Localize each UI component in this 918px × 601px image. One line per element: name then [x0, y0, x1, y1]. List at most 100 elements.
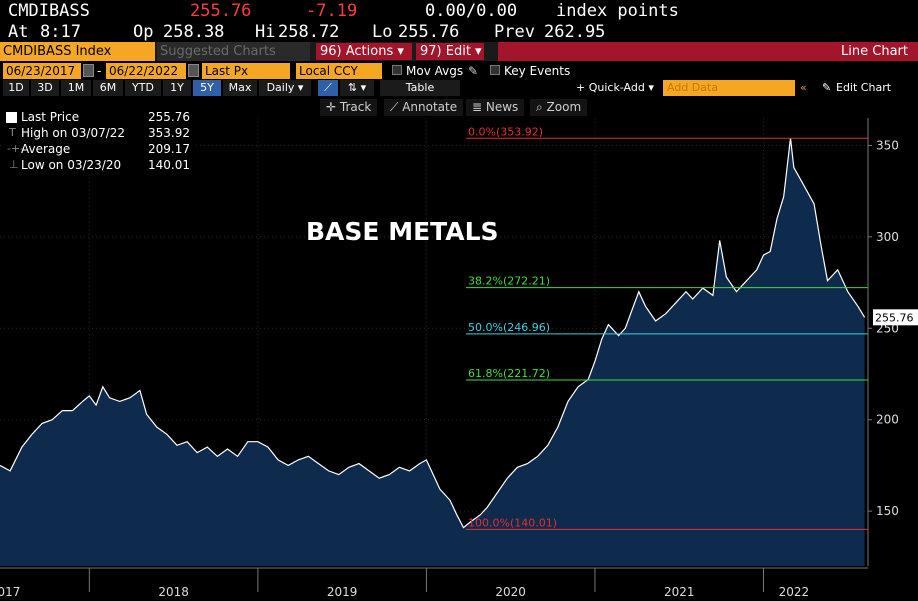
fib-label: 38.2%(272.21) [468, 275, 550, 288]
legend[interactable]: Last Price 255.76 T High on 03/07/22 353… [3, 109, 193, 177]
chart-type-label: Line Chart [498, 42, 918, 61]
annotate-button[interactable]: ⟋ Annotate [384, 99, 464, 116]
low-label: Lo [372, 22, 393, 42]
edit-chart-button[interactable]: Edit Chart [836, 81, 892, 94]
prev-value: 262.95 [544, 22, 606, 42]
quote-row-1: CMDIBASS 255.76 -7.19 0.00/0.00 index po… [0, 0, 918, 22]
title-bar: CMDIBASS Index Suggested Charts 96) Acti… [0, 42, 918, 61]
legend-low-label: Low on 03/23/20 [21, 158, 122, 172]
field-select[interactable]: Last Px [202, 63, 290, 79]
key-events-checkbox[interactable] [490, 65, 500, 75]
period-5y[interactable]: 5Y [193, 80, 221, 96]
period-1m[interactable]: 1M [61, 80, 91, 96]
period-1y[interactable]: 1Y [163, 80, 191, 96]
actions-menu[interactable]: 96) Actions ▾ [316, 43, 412, 60]
track-button[interactable]: ✛ Track [320, 99, 378, 116]
y-tick-label: 150 [876, 504, 899, 518]
fib-label: 50.0%(246.96) [468, 321, 550, 334]
x-tick-label: 2018 [158, 585, 189, 599]
legend-last-price-label: Last Price [21, 110, 80, 124]
chart-style-select[interactable]: ⇅ ▾ [340, 80, 374, 96]
last-value-label: 255.76 [875, 311, 914, 324]
y-tick-label: 350 [876, 138, 899, 152]
price-chart[interactable]: 0.0%(353.92) 38.2%(272.21) 50.0%(246.96) 61… [0, 118, 918, 601]
suggested-charts-button[interactable]: Suggested Charts [157, 42, 310, 61]
prev-label: Prev [494, 22, 535, 42]
add-data-input[interactable]: Add Data [663, 80, 795, 96]
zoom-label: Zoom [546, 100, 582, 114]
x-axis: 2017 2018 2019 2020 2021 2022 [0, 567, 918, 601]
currency-select[interactable]: Local CCY [296, 63, 382, 79]
period-6m[interactable]: 6M [93, 80, 123, 96]
news-icon: ≣ [472, 100, 486, 114]
x-tick-label: 2021 [664, 585, 695, 599]
legend-average-value: 209.17 [148, 142, 190, 156]
open-value: 258.38 [163, 22, 225, 42]
legend-high-value: 353.92 [148, 126, 190, 140]
at-label: At [8, 22, 29, 42]
pencil-icon[interactable]: ✎ [468, 64, 479, 78]
edit-chart-pencil-icon[interactable]: ✎ [822, 81, 832, 94]
period-ytd[interactable]: YTD [125, 80, 161, 96]
key-events-label: Key Events [504, 64, 571, 78]
last-price-swatch [6, 112, 17, 123]
collapse-icon[interactable]: « [800, 81, 807, 94]
low-marker-icon: ⊥ [9, 158, 19, 171]
zoom-button[interactable]: ⌕ Zoom [530, 99, 588, 116]
high-value: 258.72 [278, 22, 340, 42]
edit-menu[interactable]: 97) Edit ▾ [416, 43, 484, 60]
calendar-icon[interactable] [188, 64, 199, 77]
security-field[interactable]: CMDIBASS Index [0, 42, 155, 61]
start-date-input[interactable]: 06/23/2017 [3, 63, 81, 79]
legend-low-value: 140.01 [148, 158, 190, 172]
at-value: 8:17 [40, 22, 81, 42]
fib-label: 61.8%(221.72) [468, 367, 550, 380]
quote-row-2: At 8:17 Op 258.38 Hi 258.72 Lo 255.76 Pr… [0, 21, 918, 43]
news-label: News [485, 100, 519, 114]
chart-title: BASE METALS [306, 217, 499, 246]
high-marker-icon: T [9, 126, 16, 139]
y-tick-label: 300 [876, 230, 899, 244]
period-row: 1D 3D 1M 6M YTD 1Y 5Y Max Daily ▾ ⟋ ⇅ ▾ … [0, 79, 918, 97]
fib-label: 0.0%(353.92) [468, 125, 543, 138]
period-1d[interactable]: 1D [3, 80, 29, 96]
fib-label: 100.0%(140.01) [468, 516, 557, 529]
price-line [0, 138, 866, 529]
high-label: Hi [255, 22, 276, 42]
period-3d[interactable]: 3D [31, 80, 59, 96]
legend-last-price-value: 255.76 [148, 110, 190, 124]
mov-avgs-label: Mov Avgs [406, 64, 464, 78]
frequency-select[interactable]: Daily ▾ [259, 80, 311, 96]
ticker: CMDIBASS [8, 1, 90, 21]
low-value: 255.76 [398, 22, 460, 42]
y-tick-label: 200 [876, 413, 899, 427]
period-max[interactable]: Max [223, 80, 257, 96]
annotate-label: Annotate [402, 100, 458, 114]
date-separator: - [97, 64, 102, 78]
bid-ask: 0.00/0.00 [425, 1, 518, 21]
x-axis-band [0, 568, 918, 601]
calendar-icon[interactable] [83, 64, 94, 77]
average-marker-icon: -+- [7, 142, 25, 155]
last-price: 255.76 [190, 1, 252, 21]
open-label: Op [133, 22, 154, 42]
price-change: -7.19 [306, 1, 358, 21]
annotate-icon: ⟋ [390, 100, 403, 114]
quick-add-button[interactable]: + Quick-Add ▾ [576, 81, 654, 94]
x-tick-label: 2022 [779, 585, 810, 599]
fibonacci-levels: 0.0%(353.92) 38.2%(272.21) 50.0%(246.96) 61… [466, 125, 868, 530]
last-value-tag: 255.76 [873, 309, 918, 326]
price-area-fill [0, 138, 865, 566]
x-tick-label: 2019 [327, 585, 358, 599]
table-button[interactable]: Table [380, 80, 460, 96]
mov-avgs-checkbox[interactable] [392, 65, 402, 75]
x-tick-label: 2017 [0, 585, 20, 599]
crosshair-icon: ✛ [326, 100, 340, 114]
tool-row: ✛ Track ⟋ Annotate ≣ News ⌕ Zoom [0, 98, 918, 118]
news-button[interactable]: ≣ News [466, 99, 525, 116]
units: index points [556, 1, 679, 21]
magnifier-icon: ⌕ [536, 100, 547, 114]
line-chart-icon[interactable]: ⟋ [318, 80, 338, 96]
end-date-input[interactable]: 06/22/2022 [106, 63, 186, 79]
